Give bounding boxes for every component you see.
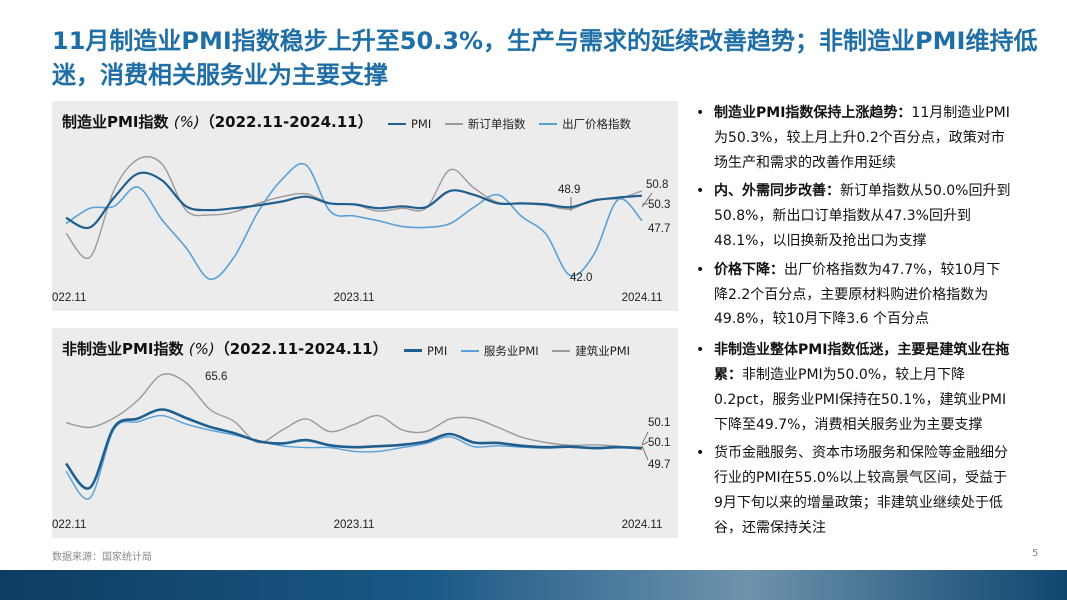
data-label: 50.1 bbox=[648, 417, 670, 429]
bullet-text: 货币金融服务、资本市场服务和保险等金融细分行业的PMI在55.0%以上较高景气区… bbox=[714, 445, 1008, 536]
bullet-bold: 内、外需同步改善： bbox=[714, 183, 840, 200]
legend-item: 新订单指数 bbox=[444, 116, 526, 132]
manufacturing-chart-title: 制造业PMI指数 (%)（2022.11-2024.11） bbox=[62, 111, 373, 132]
legend-item: 出厂价格指数 bbox=[539, 116, 631, 132]
bullet-bold: 价格下降： bbox=[714, 261, 784, 278]
series-line-3 bbox=[65, 373, 643, 451]
bullet-item: • 价格下降：出厂价格指数为47.7%，较10月下降2.2个百分点，主要原材料购进… bbox=[694, 258, 1014, 332]
x-tick-label: 2024.11 bbox=[622, 519, 663, 531]
manufacturing-title-unit: (%) bbox=[173, 113, 200, 131]
annotation-leader bbox=[641, 445, 649, 461]
manufacturing-pmi-panel: 制造业PMI指数 (%)（2022.11-2024.11） PMI 新订单指数 … bbox=[52, 101, 678, 311]
legend-item: PMI bbox=[404, 344, 447, 358]
non-manufacturing-pmi-panel: 非制造业PMI指数 (%)（2022.11-2024.11） PMI 服务业PM… bbox=[52, 328, 678, 538]
page-number: 5 bbox=[1032, 548, 1039, 559]
series-line-1 bbox=[64, 408, 643, 490]
bullet-bold: 非制造业整体PMI指数低迷，主要是建筑业在拖累： bbox=[714, 342, 1010, 383]
x-tick-label: 2022.11 bbox=[52, 519, 86, 531]
x-tick-label: 2023.11 bbox=[334, 292, 375, 304]
annotation-leader bbox=[641, 441, 649, 446]
bullet-text: 出厂价格指数为47.7%，较10月下降2.2个百分点，主要原材料购进价格指数为4… bbox=[714, 261, 1001, 328]
legend-item: PMI bbox=[388, 117, 431, 131]
manufacturing-title-main: 制造业PMI指数 bbox=[62, 113, 169, 131]
legend-label: 新订单指数 bbox=[467, 117, 526, 131]
page-title: 11月制造业PMI指数稳步上升至50.3%，生产与需求的延续改善趋势；非制造业P… bbox=[52, 27, 1038, 89]
x-tick-label: 2022.11 bbox=[52, 292, 86, 304]
bullet-bold: 制造业PMI指数保持上涨趋势： bbox=[714, 105, 912, 121]
non-manufacturing-legend: PMI 服务业PMI 建筑业PMI bbox=[404, 341, 640, 359]
data-label: 50.3 bbox=[648, 199, 670, 211]
manufacturing-line-chart: 2022.11 2023.11 2024.11 50.8 50.3 47.7 48.9 42.… bbox=[52, 155, 670, 304]
data-label: 50.1 bbox=[648, 437, 670, 449]
bullet-dot: • bbox=[696, 445, 705, 462]
data-label: 50.8 bbox=[646, 179, 668, 191]
legend-item: 服务业PMI bbox=[460, 343, 539, 359]
annotation-leader bbox=[641, 192, 653, 208]
bullet-item: • 内、外需同步改善：新订单指数从50.0%回升到50.8%，新出口订单指数从47… bbox=[694, 179, 1014, 253]
data-label: 65.6 bbox=[205, 371, 227, 383]
bullet-text: 11月制造业PMI为50.3%，较上月上升0.2个百分点，政策对市场生产和需求的… bbox=[714, 105, 1010, 171]
bullet-item: • 非制造业整体PMI指数低迷，主要是建筑业在拖累：非制造业PMI为50.0%，较… bbox=[694, 338, 1014, 437]
bullet-item: • 货币金融服务、资本市场服务和保险等金融细分行业的PMI在55.0%以上较高景气… bbox=[694, 441, 1014, 540]
bullet-dot: • bbox=[696, 183, 705, 200]
bullet-dot: • bbox=[696, 342, 705, 359]
data-label: 47.7 bbox=[648, 223, 670, 235]
legend-label: 建筑业PMI bbox=[575, 344, 631, 358]
manufacturing-legend: PMI 新订单指数 出厂价格指数 bbox=[388, 114, 641, 132]
legend-item: 建筑业PMI bbox=[552, 343, 630, 359]
series-line-2 bbox=[65, 155, 643, 260]
non-manufacturing-title-unit: (%) bbox=[188, 340, 215, 358]
footer-band bbox=[0, 570, 1067, 600]
series-line-3 bbox=[65, 162, 643, 281]
x-tick-label: 2024.11 bbox=[622, 292, 663, 304]
legend-label: 服务业PMI bbox=[483, 344, 539, 358]
x-tick-label: 2023.11 bbox=[334, 519, 375, 531]
legend-label: PMI bbox=[427, 343, 448, 358]
data-label: 48.9 bbox=[558, 184, 580, 196]
series-line-2 bbox=[65, 414, 643, 500]
annotation-leader bbox=[641, 431, 649, 445]
data-label: 42.0 bbox=[570, 272, 592, 284]
non-manufacturing-title-main: 非制造业PMI指数 bbox=[62, 340, 184, 358]
non-manufacturing-title-range: （2022.11-2024.11） bbox=[214, 340, 388, 358]
series-line-1 bbox=[65, 171, 643, 230]
legend-label: 出厂价格指数 bbox=[562, 117, 632, 131]
non-manufacturing-chart-title: 非制造业PMI指数 (%)（2022.11-2024.11） bbox=[62, 338, 388, 359]
data-source: 数据来源：国家统计局 bbox=[52, 552, 152, 563]
non-manufacturing-line-chart: 2022.11 2023.11 2024.11 65.6 50.1 50.1 49.7 bbox=[52, 371, 670, 531]
bullet-item: • 制造业PMI指数保持上涨趋势：11月制造业PMI为50.3%，较上月上升0.2… bbox=[694, 101, 1014, 175]
bullet-dot: • bbox=[696, 261, 705, 278]
manufacturing-title-range: （2022.11-2024.11） bbox=[199, 113, 373, 131]
data-label: 49.7 bbox=[648, 459, 670, 471]
bullet-text: 非制造业PMI为50.0%，较上月下降0.2pct，服务业PMI保持在50.1%… bbox=[714, 366, 1007, 433]
legend-label: PMI bbox=[411, 117, 432, 131]
commentary-bullets: • 制造业PMI指数保持上涨趋势：11月制造业PMI为50.3%，较上月上升0.2… bbox=[694, 101, 1014, 545]
bullet-text: 新订单指数从50.0%回升到50.8%，新出口订单指数从47.3%回升到48.1… bbox=[714, 183, 1011, 249]
bullet-dot: • bbox=[696, 105, 705, 121]
